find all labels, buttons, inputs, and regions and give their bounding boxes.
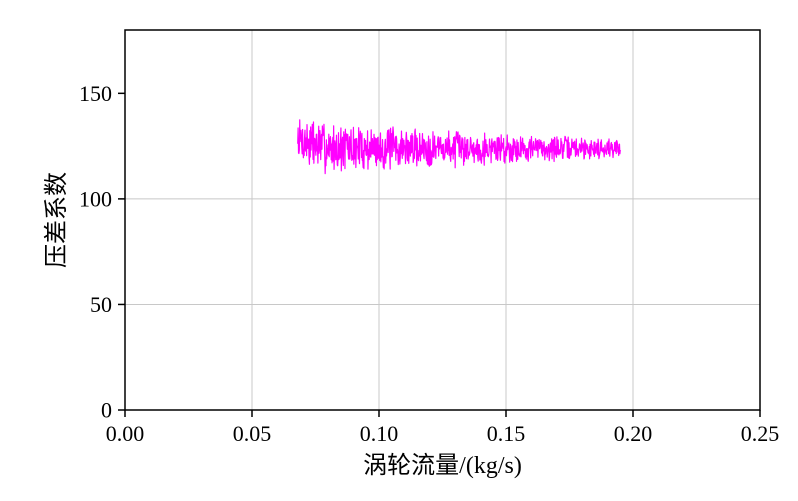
chart-svg: 0.00 0.05 0.10 0.15 0.20 0.25 0 50 100 150 涡轮流量/(k…	[0, 0, 798, 501]
y-tick-label: 150	[79, 81, 112, 106]
x-tick-label: 0.00	[106, 421, 145, 446]
x-tick-label: 0.10	[360, 421, 399, 446]
y-axis-label: 压差系数	[43, 172, 70, 268]
y-tick-label: 100	[79, 187, 112, 212]
x-tick-label: 0.25	[741, 421, 780, 446]
chart-container: 0.00 0.05 0.10 0.15 0.20 0.25 0 50 100 150 涡轮流量/(k…	[0, 0, 798, 501]
y-tick-label: 50	[90, 292, 112, 317]
x-tick-label: 0.05	[233, 421, 272, 446]
x-axis-label: 涡轮流量/(kg/s)	[363, 452, 522, 479]
y-tick-label: 0	[101, 398, 112, 423]
x-tick-label: 0.15	[487, 421, 526, 446]
plot-bg	[125, 30, 760, 410]
x-tick-label: 0.20	[614, 421, 653, 446]
